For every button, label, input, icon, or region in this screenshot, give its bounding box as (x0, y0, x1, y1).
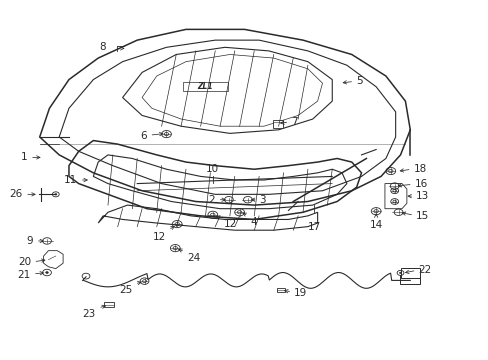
FancyBboxPatch shape (399, 275, 419, 284)
Circle shape (55, 194, 57, 195)
Text: 22: 22 (418, 265, 431, 275)
FancyBboxPatch shape (400, 268, 419, 278)
Bar (276, 288, 285, 292)
Text: 18: 18 (413, 164, 426, 174)
Text: 26: 26 (9, 189, 22, 199)
Text: 25: 25 (119, 285, 132, 295)
Text: 3: 3 (259, 195, 265, 205)
Text: 9: 9 (27, 236, 33, 246)
Circle shape (399, 272, 401, 274)
Bar (104, 302, 114, 307)
Text: 12: 12 (223, 220, 236, 229)
Text: 2: 2 (208, 195, 215, 205)
Text: 20: 20 (18, 257, 31, 267)
Text: 21: 21 (17, 270, 30, 280)
Text: 11: 11 (64, 175, 77, 185)
Text: ZL1: ZL1 (197, 82, 213, 91)
Text: 4: 4 (250, 217, 257, 227)
Text: 13: 13 (415, 191, 428, 201)
Text: 7: 7 (291, 117, 297, 127)
FancyBboxPatch shape (183, 82, 227, 91)
Text: 12: 12 (153, 231, 166, 242)
Text: 8: 8 (99, 42, 105, 52)
Text: 17: 17 (307, 222, 321, 232)
Text: 5: 5 (356, 76, 363, 86)
Text: 19: 19 (294, 288, 307, 298)
Text: 23: 23 (82, 309, 96, 319)
Circle shape (45, 271, 48, 274)
Text: 16: 16 (414, 179, 427, 189)
Text: 10: 10 (206, 163, 219, 174)
Text: 15: 15 (415, 211, 428, 221)
Text: 24: 24 (186, 253, 200, 263)
Text: 14: 14 (369, 220, 382, 230)
Text: 6: 6 (140, 131, 147, 141)
FancyBboxPatch shape (272, 120, 282, 128)
Text: 1: 1 (21, 152, 27, 162)
